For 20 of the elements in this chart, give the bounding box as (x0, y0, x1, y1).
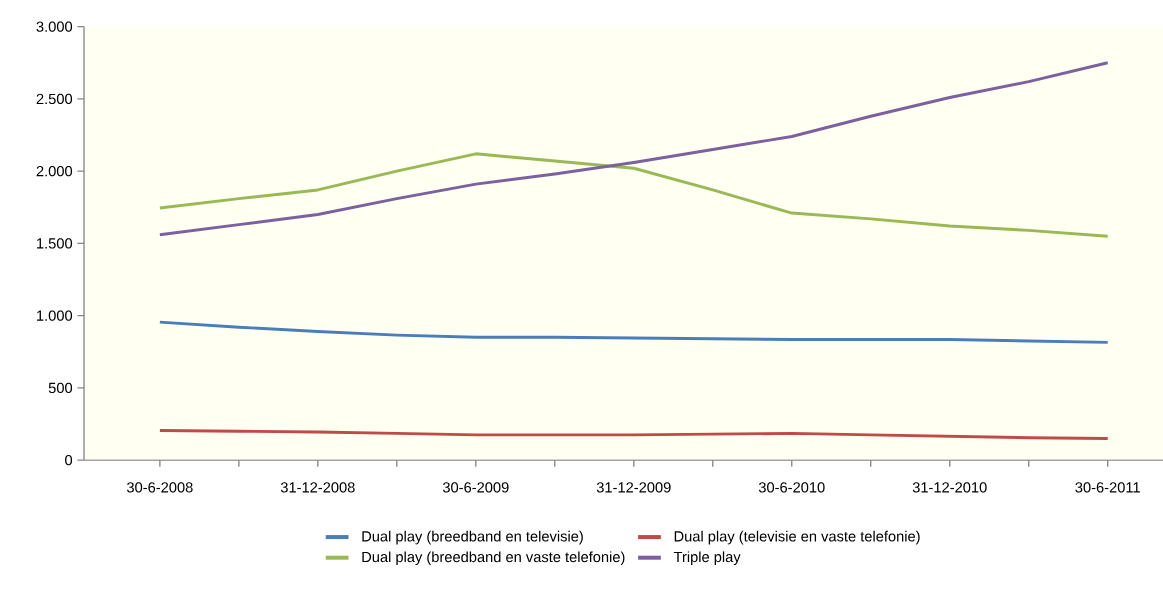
y-tick-label: 500 (48, 382, 73, 394)
legend-label: Dual play (televisie en vaste telefonie) (674, 531, 920, 545)
x-tick-label: 31-12-2009 (596, 482, 671, 493)
y-tick-label: 0 (65, 455, 73, 466)
line-series (158, 152, 1110, 238)
legend-label: Dual play (breedband en vaste telefonie) (362, 551, 625, 566)
x-tick-label: 31-12-2010 (912, 482, 987, 493)
y-tick-label: 2.500 (36, 93, 73, 105)
legend-label: Dual play (breedband en televisie) (362, 531, 583, 545)
x-tick-label: 31-12-2008 (280, 482, 355, 493)
x-tick-label: 30-6-2010 (758, 482, 825, 493)
y-tick-label: 1.500 (37, 238, 73, 249)
x-tick-label: 30-6-2011 (1075, 482, 1140, 493)
x-tick-label: 30-6-2009 (442, 482, 509, 493)
legend-label: Triple play (673, 551, 741, 566)
y-tick-label: 1.000 (37, 310, 73, 322)
line-series (158, 61, 1110, 237)
y-tick-label: 3.000 (36, 21, 73, 33)
y-tick-label: 2.000 (36, 166, 73, 177)
x-tick-label: 30-6-2008 (126, 482, 193, 493)
